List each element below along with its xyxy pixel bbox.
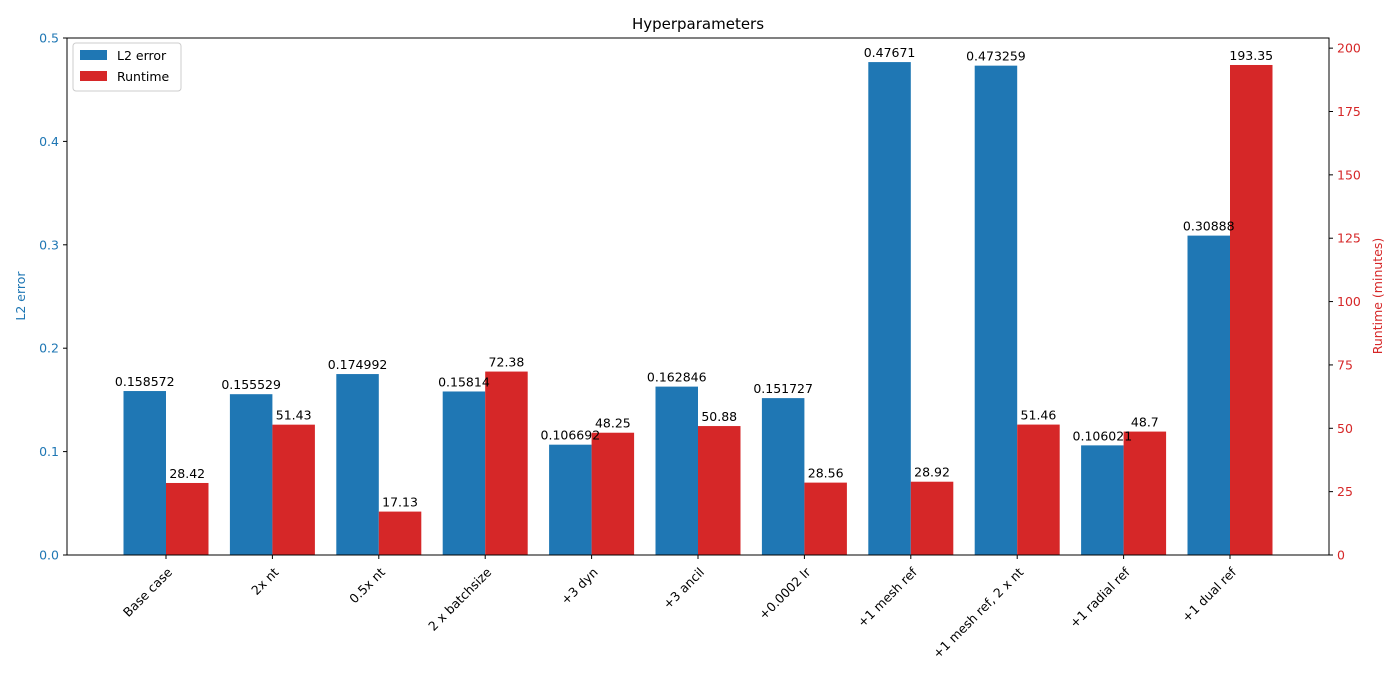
left-tick-label: 0.1 [39, 444, 59, 459]
bar-value-label-runtime-4: 48.25 [595, 416, 631, 431]
bar-runtime-6 [804, 482, 847, 555]
bar-value-label-l2-error-1: 0.155529 [221, 377, 281, 392]
right-tick-label: 175 [1337, 104, 1361, 119]
bar-runtime-0 [166, 482, 209, 555]
bar-l2-error-0 [123, 391, 166, 555]
x-axis: Base case 2x nt 0.5x nt 2 x batchsize +3 dyn… [120, 555, 1240, 661]
bar-l2-error-10 [1187, 235, 1230, 555]
bar-value-label-runtime-7: 28.92 [914, 465, 950, 480]
left-tick-label: 0.2 [39, 341, 59, 356]
bar-value-label-l2-error-10: 0.30888 [1183, 219, 1235, 234]
bar-runtime-2 [378, 511, 422, 555]
x-tick-label: +1 mesh ref [854, 564, 920, 630]
bar-runtime-1 [272, 424, 315, 555]
chart-title: Hyperparameters [632, 15, 764, 33]
legend-swatch-runtime [80, 71, 107, 81]
bar-labels-group: 0.158572 28.42 0.155529 51.43 0.174992 17.13 0… [115, 45, 1273, 510]
bar-value-label-runtime-8: 51.46 [1021, 408, 1057, 423]
right-tick-label: 125 [1337, 231, 1361, 246]
left-axis-label: L2 error [13, 271, 28, 321]
bar-runtime-3 [485, 371, 528, 555]
x-tick-label: 2 x batchsize [425, 564, 494, 633]
x-tick-label: +0.0002 lr [756, 564, 814, 622]
bar-value-label-runtime-9: 48.7 [1131, 415, 1159, 430]
right-tick-label: 25 [1337, 484, 1353, 499]
legend-label-runtime: Runtime [117, 69, 170, 84]
bar-runtime-4 [591, 432, 635, 555]
bars-group [123, 62, 1273, 556]
bar-value-label-runtime-0: 28.42 [169, 466, 205, 481]
bar-value-label-l2-error-8: 0.473259 [966, 49, 1026, 64]
bar-runtime-5 [698, 426, 741, 555]
x-tick-label: 0.5x nt [346, 564, 388, 606]
bar-l2-error-6 [761, 398, 805, 555]
bar-l2-error-1 [229, 394, 273, 555]
bar-runtime-7 [910, 481, 954, 555]
bar-l2-error-3 [442, 391, 486, 555]
bar-l2-error-8 [974, 65, 1018, 555]
right-tick-label: 100 [1337, 294, 1361, 309]
bar-value-label-l2-error-6: 0.151727 [753, 381, 813, 396]
bar-value-label-l2-error-5: 0.162846 [647, 370, 707, 385]
x-tick-label: Base case [120, 564, 175, 619]
legend: L2 error Runtime [72, 42, 182, 92]
bar-l2-error-7 [868, 62, 911, 556]
x-tick-label: 2x nt [248, 564, 281, 597]
bar-value-label-l2-error-3: 0.15814 [438, 374, 490, 389]
right-axis-label: Runtime (minutes) [1370, 238, 1385, 355]
bar-value-label-l2-error-0: 0.158572 [115, 374, 175, 389]
bar-runtime-10 [1230, 64, 1273, 555]
bar-l2-error-9 [1081, 445, 1124, 555]
bar-value-label-runtime-10: 193.35 [1229, 48, 1273, 63]
left-tick-label: 0.0 [39, 548, 59, 563]
x-tick-label: +3 dyn [558, 565, 601, 608]
bar-value-label-l2-error-4: 0.106692 [541, 428, 601, 443]
bar-value-label-runtime-1: 51.43 [276, 408, 312, 423]
bar-value-label-l2-error-7: 0.47671 [864, 45, 916, 60]
bar-l2-error-4 [549, 444, 592, 555]
x-tick-label: +1 mesh ref, 2 x nt [930, 564, 1027, 661]
bar-value-label-l2-error-9: 0.106021 [1073, 428, 1133, 443]
left-tick-label: 0.3 [39, 237, 59, 252]
right-tick-label: 50 [1337, 421, 1353, 436]
right-tick-label: 150 [1337, 167, 1361, 182]
x-tick-label: +1 radial ref [1066, 564, 1133, 631]
bar-l2-error-2 [336, 374, 379, 555]
left-axis: 0.0 0.1 0.2 0.3 0.4 0.5 [39, 31, 67, 563]
bar-value-label-runtime-6: 28.56 [808, 466, 844, 481]
legend-swatch-l2-error [80, 50, 107, 60]
right-tick-label: 0 [1337, 548, 1345, 563]
bar-value-label-runtime-3: 72.38 [489, 355, 525, 370]
left-tick-label: 0.4 [39, 134, 59, 149]
bar-l2-error-5 [655, 386, 698, 555]
left-tick-label: 0.5 [39, 31, 59, 46]
bar-runtime-8 [1017, 424, 1060, 555]
bar-value-label-runtime-2: 17.13 [382, 495, 418, 510]
bar-runtime-9 [1123, 431, 1167, 555]
legend-label-l2-error: L2 error [117, 48, 167, 63]
bar-value-label-runtime-5: 50.88 [701, 409, 737, 424]
right-tick-label: 75 [1337, 357, 1353, 372]
x-tick-label: +1 dual ref [1179, 564, 1240, 625]
right-axis: 0 25 50 75 100 125 150 175 200 [1329, 41, 1361, 563]
right-tick-label: 200 [1337, 41, 1361, 56]
x-tick-label: +3 ancil [660, 565, 707, 612]
bar-value-label-l2-error-2: 0.174992 [328, 357, 388, 372]
